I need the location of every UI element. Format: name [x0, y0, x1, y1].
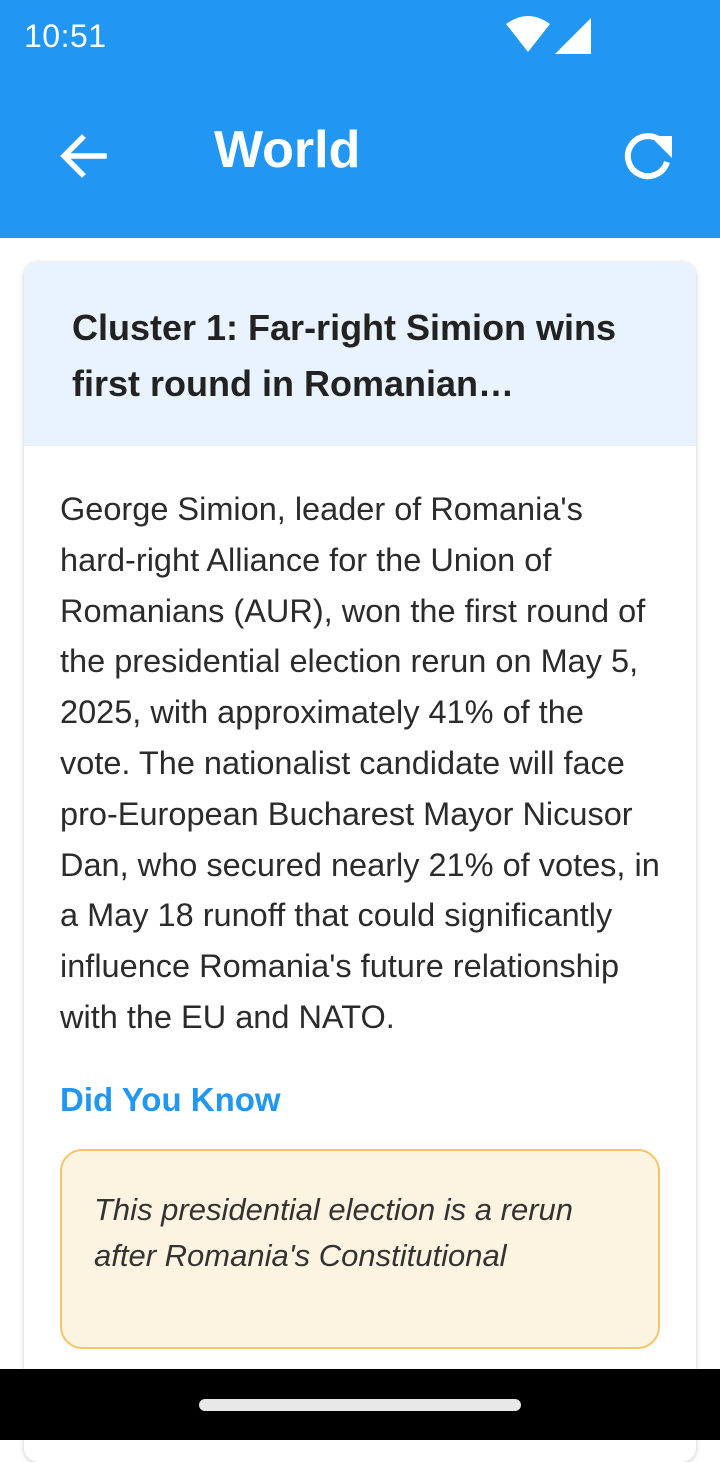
cluster-card: Cluster 1: Far-right Simion wins first r…	[24, 262, 696, 1462]
arrow-left-icon	[60, 134, 107, 178]
cluster-body: George Simion, leader of Romania's hard-…	[24, 446, 696, 1349]
cluster-header: Cluster 1: Far-right Simion wins first r…	[24, 262, 696, 446]
page-title: World	[214, 121, 361, 179]
status-bar: 10:51	[0, 0, 720, 76]
did-you-know-box: This presidential election is a rerun af…	[60, 1148, 660, 1349]
navigation-bar	[0, 1369, 720, 1440]
refresh-button[interactable]	[616, 124, 680, 188]
cluster-summary: George Simion, leader of Romania's hard-…	[60, 491, 660, 1035]
home-gesture-handle[interactable]	[199, 1399, 521, 1411]
status-icons	[506, 16, 591, 54]
app-bar: World	[0, 76, 720, 238]
wifi-icon	[506, 16, 550, 52]
back-button[interactable]	[52, 124, 116, 188]
cluster-title: Cluster 1: Far-right Simion wins first r…	[72, 307, 617, 404]
did-you-know-text: This presidential election is a rerun af…	[94, 1191, 574, 1273]
status-time: 10:51	[24, 18, 107, 54]
cell-signal-icon	[555, 18, 591, 54]
did-you-know-heading: Did You Know	[60, 1080, 281, 1118]
refresh-icon	[624, 133, 672, 180]
